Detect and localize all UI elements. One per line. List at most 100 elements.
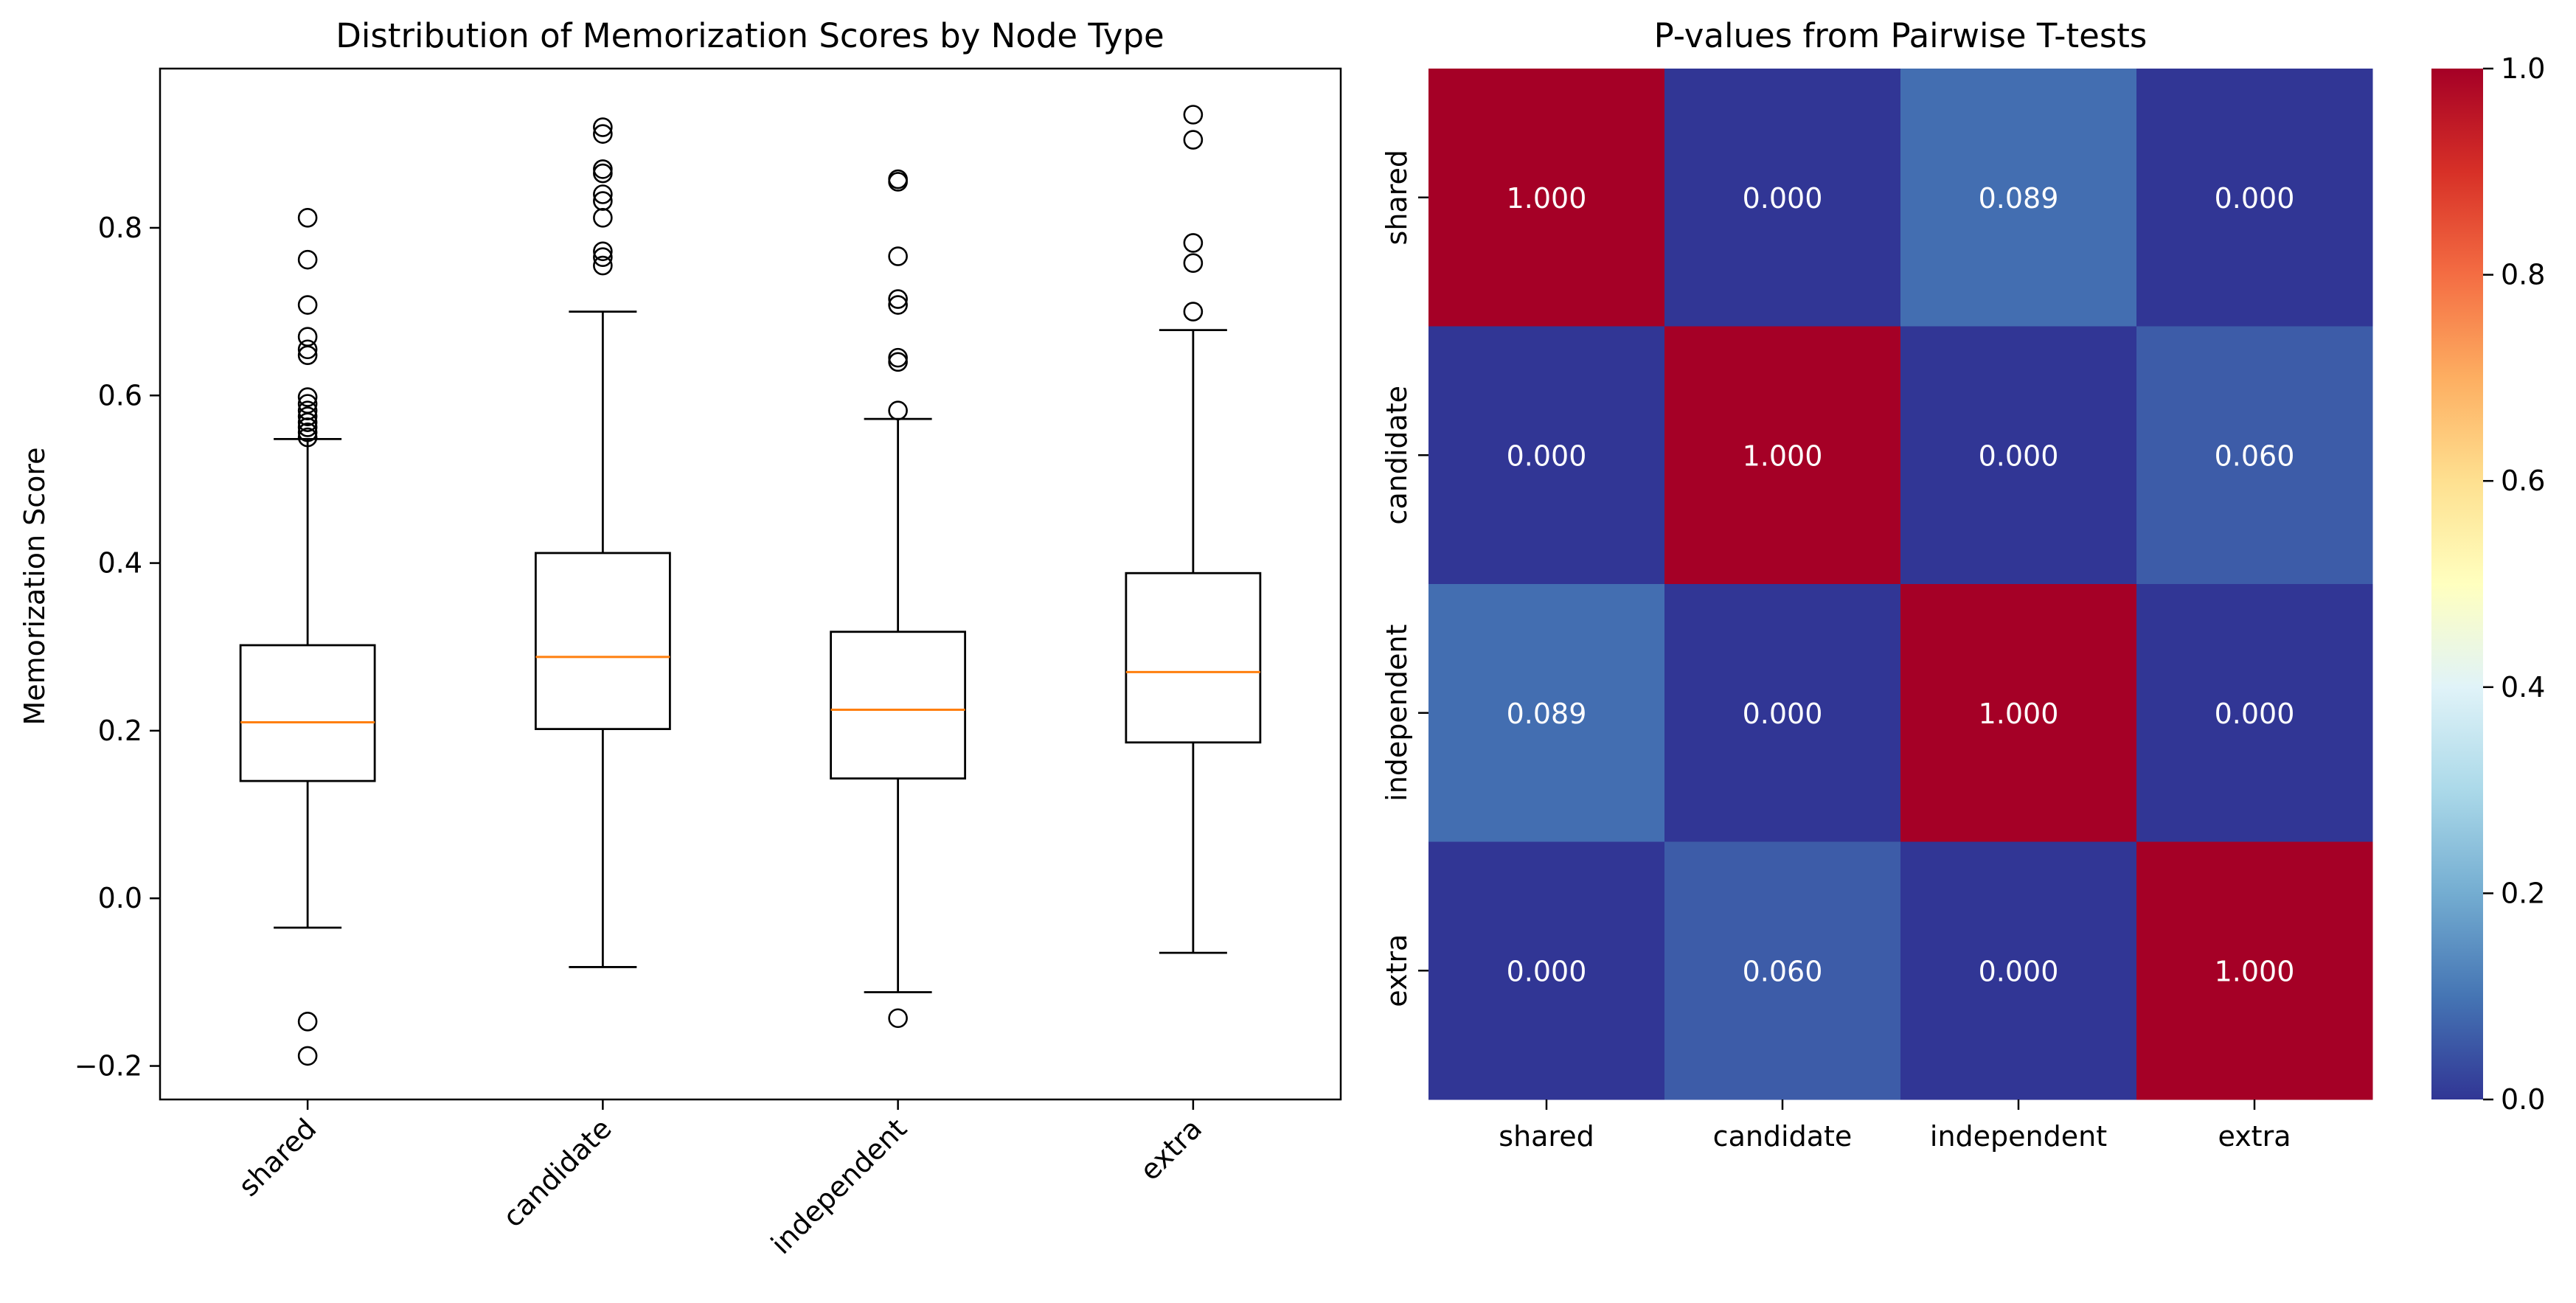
heatmap-title: P-values from Pairwise T-tests [1654,16,2148,55]
outlier-point [1183,253,1204,273]
outlier-point [1183,105,1204,125]
outlier-point [297,412,318,432]
outlier-point [1183,130,1204,150]
colorbar-gradient [2431,69,2483,1099]
outlier-point [593,208,613,228]
outlier-point [888,352,908,372]
outlier-point [593,184,613,204]
heatmap-cell-label: 1.000 [1979,698,2059,730]
outlier-point [593,255,613,276]
heatmap-cell-shared-extra [2136,69,2373,327]
heatmap-cell-label: 0.000 [1979,955,2059,987]
heatmap-cell-independent-shared [1428,584,1665,842]
heatmap-cell-label: 0.089 [1507,698,1587,730]
colorbar: 0.0 0.2 0.4 0.6 0.8 1.0 [2431,52,2545,1116]
colorbar-tick-label: 0.2 [2501,877,2545,909]
outlier-point [297,406,318,426]
heatmap-x-tick-label: shared [1499,1120,1594,1153]
boxplot-marks [239,105,1262,1066]
heatmap-cell-candidate-candidate [1664,326,1901,585]
box-group-extra [1125,105,1262,954]
heatmap-x-tick-label: extra [2218,1120,2291,1153]
outlier-point [297,427,318,448]
heatmap-cell-label: 0.000 [1743,698,1823,730]
outlier-point [297,208,318,228]
heatmap-cell-label: 0.000 [1979,439,2059,472]
boxplot-y-tick-label: 0.0 [98,882,142,914]
colorbar-ticks: 0.0 0.2 0.4 0.6 0.8 1.0 [2483,52,2545,1116]
boxplot-y-ticks: −0.2 0.0 0.2 0.4 0.6 0.8 [74,212,160,1083]
outlier-point [297,295,318,315]
outlier-point [593,241,613,262]
boxplot-y-tick-label: 0.6 [98,379,142,411]
heatmap-cell-label: 0.089 [1979,182,2059,215]
colorbar-tick-label: 0.4 [2501,671,2545,703]
heatmap-cell-label: 1.000 [1507,182,1587,215]
heatmap-cell-label: 0.000 [1507,955,1587,987]
outlier-point [297,345,318,366]
heatmap-cell-label: 0.000 [2215,182,2295,215]
heatmap-x-tick-label: independent [1930,1120,2107,1153]
box-iqr [239,644,376,782]
heatmap-cell-independent-extra [2136,584,2373,842]
heatmap-cell-candidate-extra [2136,326,2373,585]
heatmap-cell-extra-independent [1900,841,2137,1100]
colorbar-tick-label: 0.6 [2501,465,2545,497]
outlier-point [1183,302,1204,322]
box-iqr [1125,571,1262,744]
outlier-point [593,163,613,184]
box-group-candidate [534,117,671,968]
heatmap-cell-shared-independent [1900,69,2137,327]
heatmap-cell-extra-candidate [1664,841,1901,1100]
boxplot-y-tick-label: −0.2 [74,1050,142,1083]
heatmap-x-ticks: shared candidate independent extra [1499,1099,2291,1153]
heatmap-cell-extra-shared [1428,841,1665,1100]
colorbar-tick-label: 0.0 [2501,1083,2545,1116]
boxplot-y-tick-label: 0.8 [98,212,142,244]
boxplot-y-tick-label: 0.4 [98,547,142,580]
outlier-point [297,387,318,407]
colorbar-tick-label: 0.8 [2501,259,2545,291]
box-group-independent [830,169,967,1029]
outlier-point [593,117,613,137]
heatmap-cell-label: 0.000 [1507,439,1587,472]
outlier-point [888,246,908,266]
heatmap-cells [1428,69,2373,1100]
box-iqr [534,552,671,731]
outlier-point [593,247,613,268]
heatmap-cell-candidate-shared [1428,326,1665,585]
heatmap-y-tick-label: extra [1381,934,1413,1007]
outlier-point [888,400,908,421]
heatmap-cell-extra-extra [2136,841,2373,1100]
outlier-point [888,172,908,192]
heatmap-x-tick-label: candidate [1713,1120,1853,1153]
outlier-point [888,289,908,309]
outlier-point [297,249,318,270]
heatmap-cell-label: 0.000 [1743,182,1823,215]
boxplot-y-axis-label: Memorization Score [18,447,51,725]
heatmap-y-tick-label: independent [1381,625,1413,802]
outlier-point [297,1046,318,1066]
outlier-point [888,1008,908,1029]
outlier-point [297,339,318,360]
heatmap-y-tick-label: candidate [1381,386,1413,525]
outlier-point [593,124,613,144]
boxplot-y-tick-label: 0.2 [98,715,142,747]
heatmap-panel: P-values from Pairwise T-tests 1.000 0.00… [1381,16,2373,1153]
heatmap-y-ticks: shared candidate independent extra [1381,150,1428,1007]
heatmap-cell-independent-independent [1900,584,2137,842]
heatmap-cell-label: 1.000 [1743,439,1823,472]
heatmap-cell-shared-candidate [1664,69,1901,327]
outlier-point [297,1011,318,1032]
heatmap-cell-label: 0.060 [2215,439,2295,472]
outlier-point [1183,233,1204,253]
heatmap-cell-labels: 1.000 0.000 0.089 0.000 0.000 1.000 0.000 0.060… [1507,182,2295,988]
outlier-point [297,422,318,442]
heatmap-cell-candidate-independent [1900,326,2137,585]
heatmap-y-tick-label: shared [1381,150,1413,245]
heatmap-cell-shared-shared [1428,69,1665,327]
boxplot-title: Distribution of Memorization Scores by N… [336,16,1164,55]
outlier-point [297,417,318,437]
heatmap-cell-label: 1.000 [2215,955,2295,987]
